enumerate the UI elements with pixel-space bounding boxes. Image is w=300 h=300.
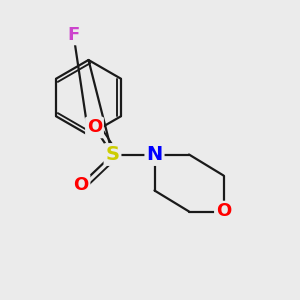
Text: F: F [68, 26, 80, 44]
Text: S: S [106, 145, 119, 164]
Text: O: O [74, 176, 88, 194]
Text: O: O [216, 202, 231, 220]
Text: O: O [87, 118, 102, 136]
Text: N: N [146, 145, 163, 164]
